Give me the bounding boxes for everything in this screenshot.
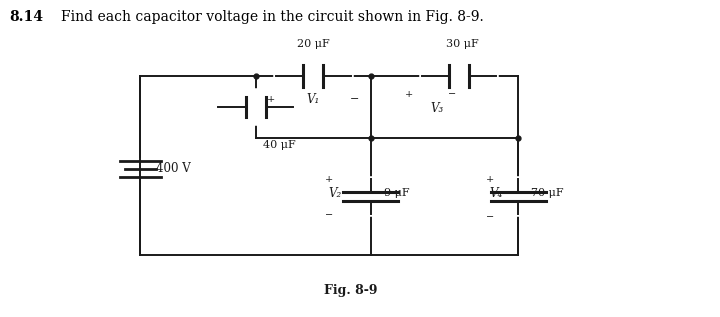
Text: 20 μF: 20 μF — [297, 39, 330, 49]
Text: V₂: V₂ — [329, 187, 342, 200]
Text: 9 μF: 9 μF — [384, 188, 410, 198]
Text: +: + — [267, 94, 276, 104]
Text: 8.14: 8.14 — [9, 10, 43, 23]
Text: 30 μF: 30 μF — [446, 39, 479, 49]
Text: +: + — [325, 175, 333, 184]
Text: 40 μF: 40 μF — [263, 140, 295, 150]
Text: Find each capacitor voltage in the circuit shown in Fig. 8-9.: Find each capacitor voltage in the circu… — [61, 10, 484, 23]
Text: 400 V: 400 V — [156, 162, 191, 175]
Text: +: + — [485, 175, 494, 184]
Text: V₁: V₁ — [307, 93, 320, 106]
Text: −: − — [485, 213, 494, 222]
Text: V₃: V₃ — [431, 102, 444, 115]
Text: V₄: V₄ — [490, 187, 503, 200]
Text: −: − — [448, 90, 456, 99]
Text: +: + — [405, 90, 413, 99]
Text: Fig. 8-9: Fig. 8-9 — [324, 284, 378, 297]
Text: −: − — [325, 211, 333, 220]
Text: −: − — [350, 94, 360, 104]
Text: 70 μF: 70 μF — [531, 188, 564, 198]
